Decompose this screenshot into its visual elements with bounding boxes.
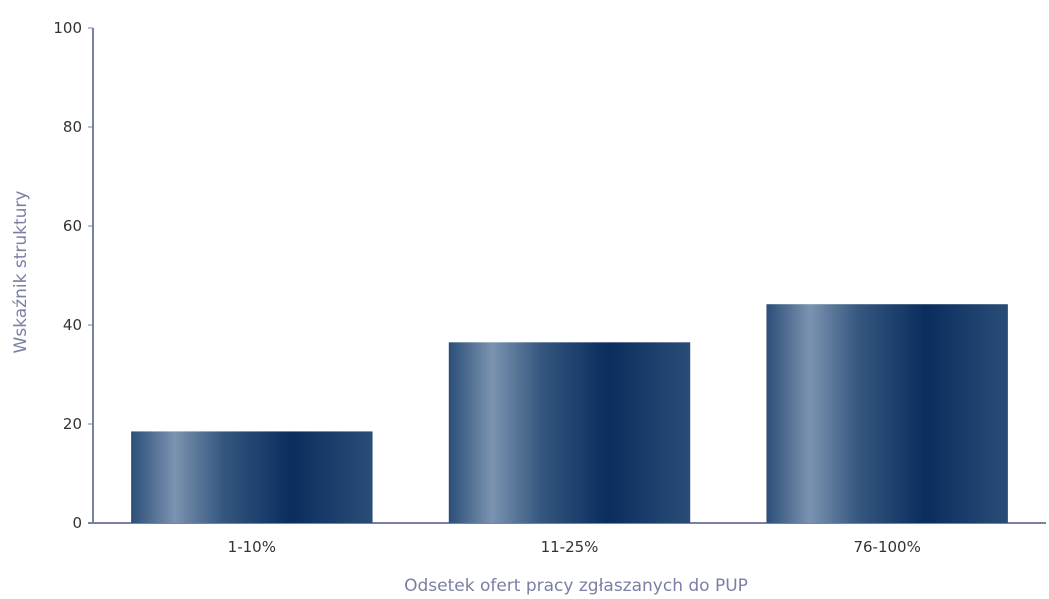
y-tick-label: 40	[63, 316, 82, 334]
y-axis-title: Wskaźnik struktury	[11, 191, 31, 354]
y-tick-label: 80	[63, 118, 82, 136]
y-tick-label: 100	[53, 19, 82, 37]
bars-group	[131, 304, 1008, 523]
bar-3	[766, 304, 1008, 523]
x-tick-label: 76-100%	[853, 538, 920, 556]
x-tick-label: 11-25%	[541, 538, 599, 556]
x-tick-label: 1-10%	[228, 538, 276, 556]
bar-2	[448, 342, 691, 523]
bar-1	[131, 431, 373, 523]
y-tick-label: 60	[63, 217, 82, 235]
y-tick-label: 0	[72, 514, 82, 532]
y-axis-ticks: 0 20 40 60 80 100	[53, 19, 93, 532]
x-axis-title: Odsetek ofert pracy zgłaszanych do PUP	[404, 576, 748, 596]
y-tick-label: 20	[63, 415, 82, 433]
x-axis-labels: 1-10% 11-25% 76-100%	[228, 538, 921, 556]
